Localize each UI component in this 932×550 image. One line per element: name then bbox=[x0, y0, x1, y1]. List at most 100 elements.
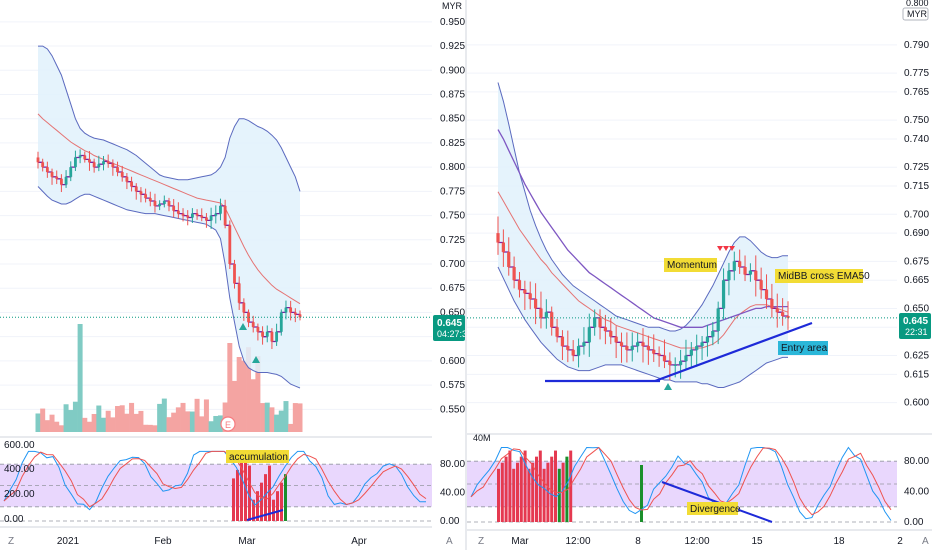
right-bollinger-upper bbox=[497, 82, 788, 332]
volume-bar bbox=[288, 423, 294, 432]
price-tick-label: 0.575 bbox=[440, 380, 465, 391]
volume-bar bbox=[72, 401, 78, 432]
left-auto-scale-button[interactable]: A bbox=[446, 536, 453, 547]
left-price-tag-value: 0.645 bbox=[437, 318, 462, 329]
right-currency-box[interactable] bbox=[902, 7, 929, 21]
candle-body bbox=[233, 264, 236, 284]
entry-text: Entry area bbox=[781, 343, 828, 354]
right-last-price-tag: 0.645 22:31 bbox=[899, 313, 931, 339]
oscillator-left-tick: 0.00 bbox=[4, 514, 24, 525]
volume-bar bbox=[157, 403, 163, 432]
volume-bar bbox=[208, 421, 214, 432]
entry-area-label: Entry area bbox=[778, 341, 828, 355]
volume-bar bbox=[199, 416, 205, 432]
volume-bar bbox=[143, 424, 149, 432]
left-zoom-button[interactable]: Z bbox=[8, 536, 14, 547]
candle-body bbox=[176, 210, 180, 214]
candle-body bbox=[279, 312, 283, 332]
candle-body bbox=[711, 331, 715, 337]
volume-bar bbox=[147, 424, 153, 432]
price-tick-label: 0.775 bbox=[440, 186, 465, 197]
volume-bar bbox=[283, 401, 289, 432]
candle-body bbox=[775, 308, 779, 313]
right-price-axis[interactable]: 0.790 0.775 0.765 0.750 0.740 0.725 0.715 0.700… bbox=[904, 40, 929, 409]
volume-bar bbox=[278, 410, 284, 432]
left-buy-arrow bbox=[239, 323, 247, 330]
left-candles bbox=[36, 149, 302, 350]
candle-body bbox=[539, 308, 543, 318]
left-earnings-badge[interactable]: E bbox=[220, 416, 236, 432]
right-time-axis[interactable]: Mar 12:00 8 12:00 15 18 2 bbox=[511, 536, 903, 547]
price-tick-label: 0.765 bbox=[904, 87, 929, 98]
candle-body bbox=[576, 346, 581, 356]
oscillator-histogram-bar bbox=[240, 461, 243, 521]
candle-body bbox=[50, 171, 54, 177]
right-chart-panel[interactable]: Momentum MidBB cross EMA50 Entry area 0.… bbox=[467, 0, 932, 547]
divergence-highlight bbox=[687, 502, 738, 515]
left-oscillator-pane[interactable]: 600.00 400.00 200.00 0.00 80.00 40.00 0.00 bbox=[0, 440, 465, 527]
candle-body bbox=[167, 201, 171, 206]
oscillator-histogram-bar bbox=[542, 468, 546, 522]
oscillator-histogram-bar bbox=[519, 456, 523, 522]
price-tick-label: 0.700 bbox=[904, 209, 929, 220]
right-price-tag-value: 0.645 bbox=[903, 316, 928, 327]
candle-body bbox=[523, 289, 527, 294]
right-price-tag-countdown: 22:31 bbox=[905, 327, 928, 337]
volume-bar bbox=[86, 421, 92, 432]
left-time-axis[interactable]: 2021 Feb Mar Apr bbox=[57, 536, 368, 547]
volume-bar bbox=[264, 402, 270, 432]
sell-marker bbox=[729, 246, 735, 251]
time-tick-label: Feb bbox=[154, 536, 172, 547]
time-tick-label: 15 bbox=[751, 536, 763, 547]
right-zoom-button[interactable]: Z bbox=[478, 536, 484, 547]
volume-bar bbox=[297, 403, 303, 432]
oscillator-histogram-bar bbox=[550, 456, 554, 522]
time-tick-label: Mar bbox=[238, 536, 256, 547]
candle-body bbox=[657, 353, 661, 356]
candle-body bbox=[764, 289, 769, 300]
candle-body bbox=[662, 355, 667, 362]
candle-body bbox=[550, 312, 554, 328]
volume-bar bbox=[274, 414, 280, 432]
candle-body bbox=[668, 361, 672, 365]
candle-body bbox=[786, 315, 790, 318]
entry-highlight bbox=[778, 341, 828, 355]
volume-bar bbox=[175, 407, 181, 432]
volume-bar bbox=[96, 405, 102, 432]
left-bollinger-band-fill bbox=[38, 46, 300, 388]
time-tick-label: Apr bbox=[351, 536, 367, 547]
candle-body bbox=[69, 167, 73, 177]
candle-body bbox=[256, 326, 260, 332]
candle-body bbox=[593, 317, 597, 328]
price-tick-label: 0.715 bbox=[904, 181, 929, 192]
oscillator-histogram-bar bbox=[504, 456, 508, 522]
left-oscillator-trend bbox=[246, 509, 284, 521]
candle-body bbox=[641, 342, 645, 347]
price-tick-label: 0.750 bbox=[440, 211, 465, 222]
right-oscillator-pane[interactable]: 80.00 40.00 0.00 bbox=[467, 446, 929, 529]
right-auto-scale-button[interactable]: A bbox=[922, 536, 929, 547]
oscillator-histogram-bar bbox=[236, 469, 239, 521]
volume-bar bbox=[203, 399, 209, 432]
volume-bar bbox=[189, 411, 195, 432]
candle-body bbox=[566, 346, 570, 350]
volume-bar bbox=[213, 415, 219, 432]
oscillator-histogram-bar bbox=[284, 474, 287, 521]
right-bollinger-lower bbox=[497, 266, 788, 388]
left-chart-panel[interactable]: E 0.950 0.925 0.900 0.875 0.850 0.825 0.800 0.7… bbox=[0, 0, 467, 547]
oscillator-histogram-bar bbox=[512, 468, 516, 522]
candle-body bbox=[603, 327, 608, 332]
candle-body bbox=[684, 355, 688, 362]
stochastic-d-line bbox=[470, 446, 892, 516]
left-last-price-tag: 0.645 04:27:3 bbox=[433, 315, 467, 341]
candle-body bbox=[609, 331, 613, 337]
volume-bar bbox=[40, 408, 46, 432]
momentum-label: Momentum bbox=[664, 258, 717, 272]
candle-body bbox=[598, 317, 602, 328]
right-ema50-line bbox=[497, 129, 788, 328]
volume-bar bbox=[166, 417, 172, 432]
volume-bar bbox=[82, 417, 88, 432]
candle-body bbox=[148, 198, 152, 202]
candle-body bbox=[636, 342, 640, 347]
candle-body bbox=[92, 162, 96, 168]
